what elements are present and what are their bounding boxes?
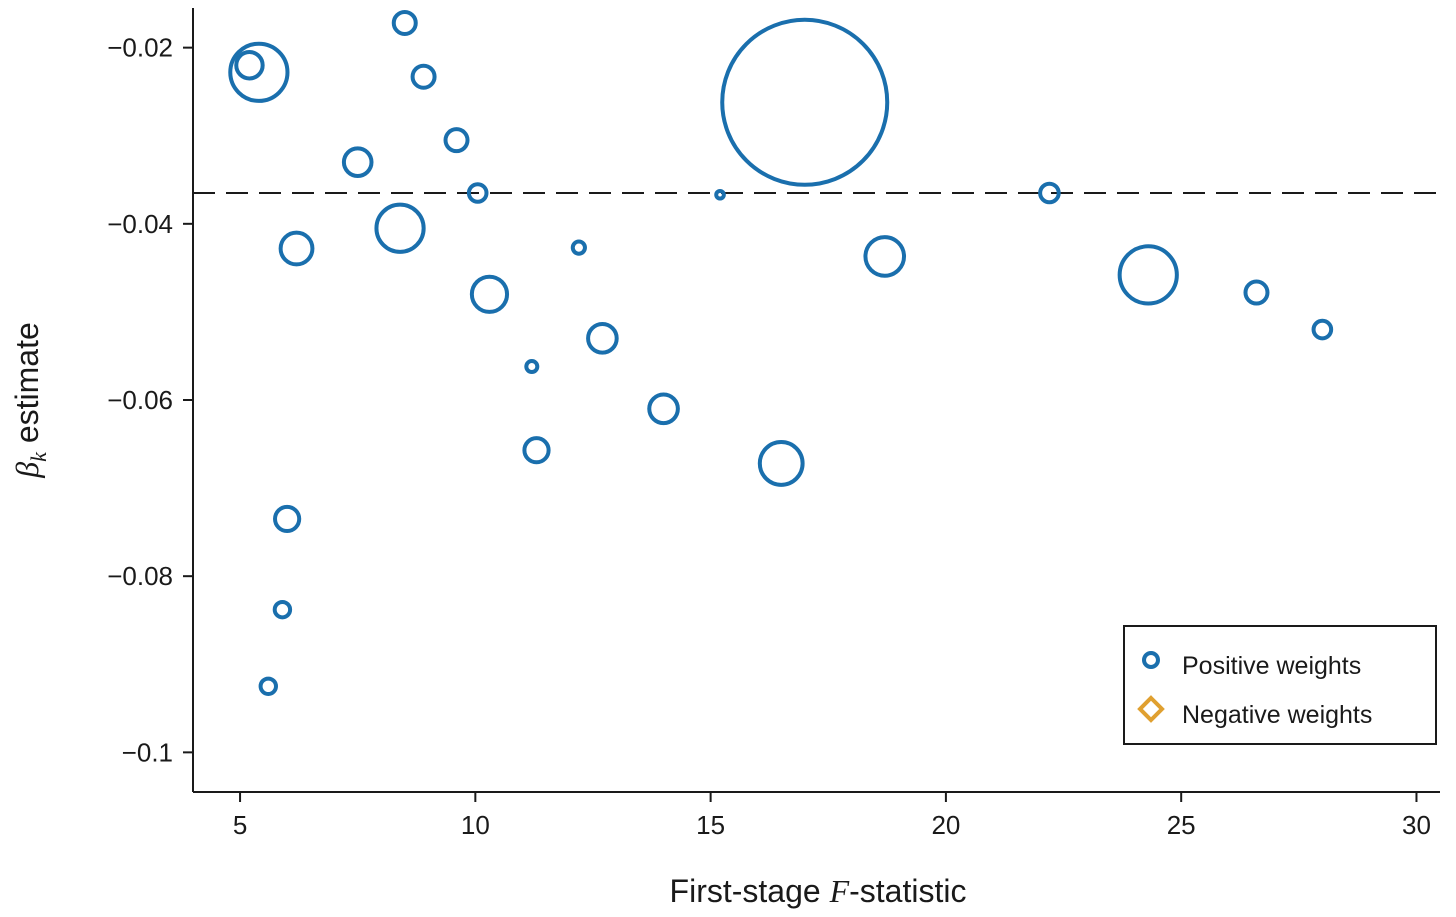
y-axis-ticks: −0.02 −0.04 −0.06 −0.08 −0.1 — [107, 33, 193, 767]
data-point — [466, 182, 489, 204]
legend-negative-marker — [1137, 695, 1165, 723]
x-tick-label: 25 — [1167, 810, 1196, 840]
x-tick-label: 10 — [461, 810, 490, 840]
y-tick-label: −0.08 — [107, 561, 173, 591]
y-tick-label: −0.02 — [107, 33, 173, 63]
data-point — [647, 392, 680, 426]
legend: Positive weights Negative weights — [1123, 625, 1437, 745]
legend-positive-marker — [1142, 651, 1160, 669]
data-point — [228, 41, 290, 103]
data-point — [234, 50, 265, 81]
data-points — [228, 9, 1334, 696]
data-point — [374, 202, 426, 254]
y-tick-label: −0.06 — [107, 385, 173, 415]
y-tick-label: −0.1 — [122, 737, 173, 767]
data-point — [1311, 318, 1334, 341]
x-tick-label: 20 — [931, 810, 960, 840]
data-point — [443, 127, 470, 154]
data-point — [720, 17, 890, 187]
x-axis-title: First-stage F-statistic — [670, 873, 967, 909]
data-point — [273, 504, 302, 534]
data-point — [341, 146, 374, 178]
data-point — [524, 359, 540, 375]
legend-negative-label: Negative weights — [1182, 701, 1372, 729]
data-point — [1038, 181, 1061, 205]
data-point — [714, 188, 726, 201]
y-axis-title: βk estimate — [9, 322, 51, 479]
x-tick-label: 30 — [1402, 810, 1431, 840]
data-point — [391, 9, 418, 36]
data-point — [522, 436, 551, 465]
data-point — [258, 676, 278, 696]
data-point — [278, 230, 315, 267]
data-point — [410, 63, 437, 90]
legend-box — [1123, 625, 1437, 745]
data-point — [272, 599, 293, 620]
data-point — [1117, 244, 1179, 306]
x-axis-ticks: 5 10 15 20 25 30 — [233, 792, 1431, 840]
x-tick-label: 5 — [233, 810, 247, 840]
x-tick-label: 15 — [696, 810, 725, 840]
data-point — [570, 239, 587, 256]
data-point — [757, 440, 805, 487]
data-point — [1243, 279, 1270, 306]
data-point — [863, 235, 907, 278]
legend-positive-label: Positive weights — [1182, 652, 1361, 680]
data-point — [469, 274, 510, 314]
data-point — [586, 322, 619, 355]
y-tick-label: −0.04 — [107, 209, 173, 239]
